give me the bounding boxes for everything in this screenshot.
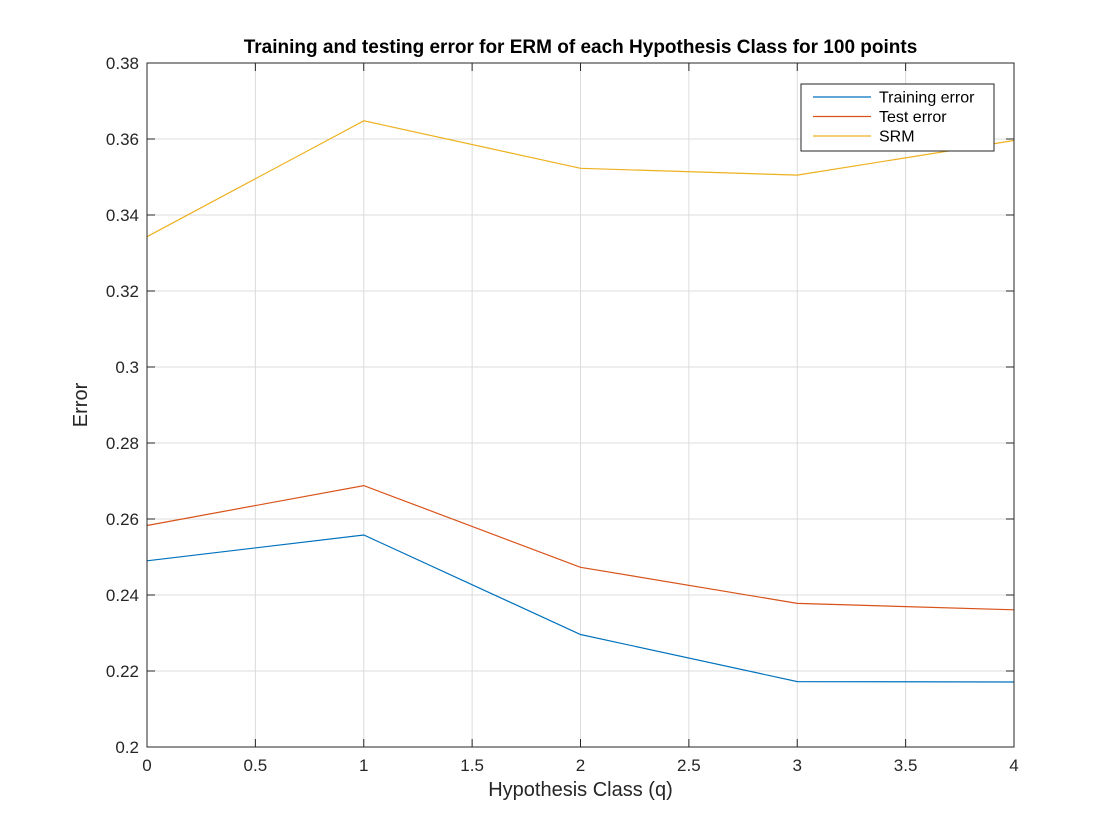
y-tick-label: 0.38 (106, 54, 139, 73)
legend-box (800, 83, 995, 152)
y-axis-label: Error (70, 382, 92, 427)
y-tick-label: 0.32 (106, 282, 139, 301)
series-line-training-error (146, 534, 1015, 683)
series-lines (146, 120, 1015, 683)
axis-ticks (146, 62, 1015, 748)
x-tick-label: 1 (359, 756, 368, 775)
y-tick-label: 0.3 (115, 358, 139, 377)
x-tick-label: 2.5 (677, 756, 701, 775)
x-tick-label: 2 (576, 756, 585, 775)
y-tick-label: 0.28 (106, 434, 139, 453)
x-tick-label: 3.5 (894, 756, 918, 775)
y-tick-label: 0.22 (106, 662, 139, 681)
y-tick-label: 0.2 (115, 738, 139, 757)
legend-label: Test error (879, 109, 947, 126)
legend-label: Training error (879, 90, 975, 107)
x-axis-label: Hypothesis Class (q) (488, 779, 673, 801)
x-tick-label: 0.5 (244, 756, 268, 775)
x-tick-labels: 0 0.5 1 1.5 2 2.5 3 3.5 4 (142, 756, 1018, 775)
series-line-test-error (146, 484, 1015, 611)
x-tick-label: 4 (1009, 756, 1018, 775)
y-tick-label: 0.26 (106, 510, 139, 529)
chart-title: Training and testing error for ERM of ea… (244, 37, 918, 58)
x-tick-label: 0 (142, 756, 151, 775)
x-tick-label: 3 (793, 756, 802, 775)
y-tick-labels: 0.2 0.22 0.24 0.26 0.28 0.3 0.32 0.34 0.36 0.38 (106, 54, 139, 757)
series-line-srm (146, 120, 1015, 238)
y-tick-label: 0.34 (106, 206, 139, 225)
legend: Training error Test error SRM (800, 83, 995, 152)
legend-label: SRM (879, 129, 915, 146)
x-tick-label: 1.5 (460, 756, 484, 775)
y-tick-label: 0.24 (106, 586, 139, 605)
y-tick-label: 0.36 (106, 130, 139, 149)
